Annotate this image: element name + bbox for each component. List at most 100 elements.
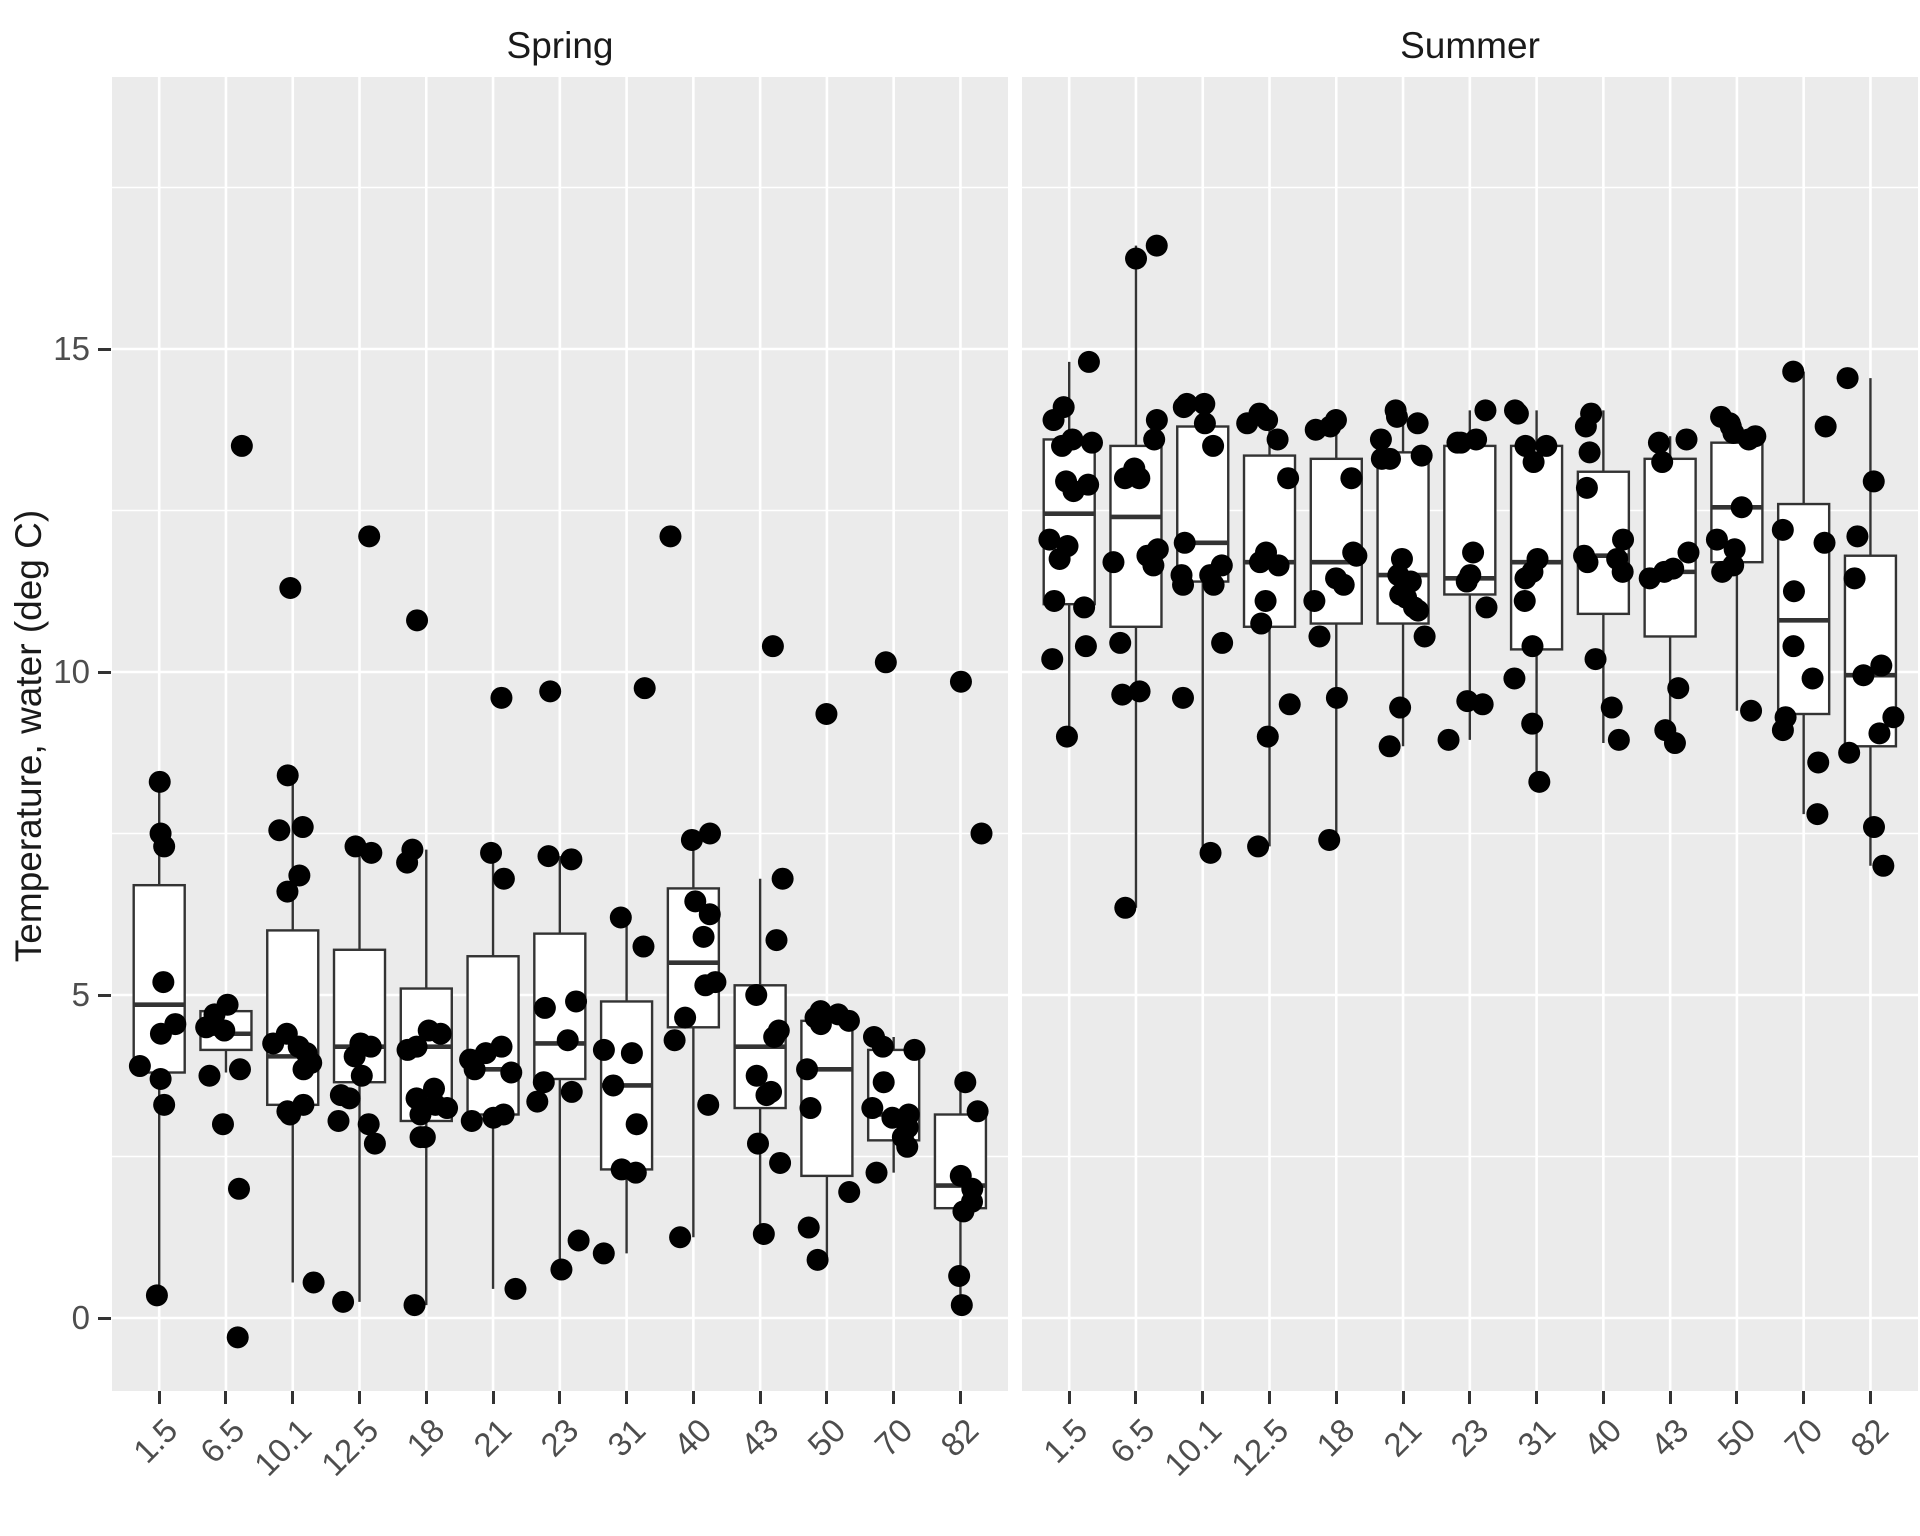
jitter-point (1503, 667, 1526, 690)
jitter-point (1801, 667, 1824, 690)
y-tick-mark (98, 1316, 111, 1320)
jitter-point (954, 1071, 977, 1094)
x-tick-mark (1668, 1391, 1672, 1404)
x-tick-mark (491, 1391, 495, 1404)
jitter-point (1303, 589, 1326, 612)
jitter-point (592, 1038, 615, 1061)
x-tick-mark (1067, 1391, 1071, 1404)
y-tick-label-5: 5 (71, 976, 90, 1013)
jitter-point (1513, 589, 1536, 612)
jitter-point (327, 1109, 350, 1132)
jitter-point (539, 680, 562, 703)
jitter-point (1073, 596, 1096, 619)
jitter-point (1705, 528, 1728, 551)
jitter-point (1575, 476, 1598, 499)
jitter-point (490, 686, 513, 709)
jitter-point (806, 1248, 829, 1271)
jitter-point (1413, 625, 1436, 648)
jitter-point (799, 1097, 822, 1120)
jitter-point (1576, 551, 1599, 574)
y-tick-mark (98, 993, 111, 997)
x-tick-mark (1334, 1391, 1338, 1404)
jitter-point (1462, 541, 1485, 564)
jitter-point (288, 864, 311, 887)
x-tick-mark (1601, 1391, 1605, 1404)
jitter-point (1125, 247, 1148, 270)
jitter-point (752, 1223, 775, 1246)
jitter-point (771, 867, 794, 890)
jitter-point (1325, 686, 1348, 709)
jitter-point (1737, 428, 1760, 451)
jitter-point (1862, 470, 1885, 493)
jitter-point (874, 651, 897, 674)
jitter-point (292, 1058, 315, 1081)
facet-strip-label: Spring (506, 25, 614, 66)
jitter-point (363, 1132, 386, 1155)
jitter-point (460, 1109, 483, 1132)
boxplot-spring-21 (466, 852, 520, 1289)
jitter-point (797, 1216, 820, 1239)
x-tick-mark (558, 1391, 562, 1404)
y-tick-label-0: 0 (71, 1299, 90, 1336)
jitter-point (1042, 409, 1065, 432)
jitter-point (1236, 412, 1259, 435)
jitter-point (1663, 732, 1686, 755)
jitter-point (896, 1135, 919, 1158)
jitter-point (950, 1294, 973, 1317)
jitter-point (1043, 589, 1066, 612)
jitter-point (1406, 412, 1429, 435)
jitter-point (1048, 547, 1071, 570)
jitter-point (1193, 392, 1216, 415)
jitter-point (1077, 350, 1100, 373)
facet-strip-spring: Spring (112, 15, 1008, 77)
jitter-point (745, 984, 768, 1006)
jitter-point (350, 1064, 373, 1087)
jitter-point (871, 1035, 894, 1058)
jitter-point (1199, 841, 1222, 864)
jitter-point (213, 1019, 236, 1042)
jitter-point (1667, 677, 1690, 700)
jitter-point (1723, 538, 1746, 561)
jitter-point (550, 1258, 573, 1281)
jitter-point (1711, 560, 1734, 583)
jitter-point (403, 1294, 426, 1317)
jitter-point (609, 906, 632, 929)
jitter-point (359, 1035, 382, 1058)
x-tick-mark (825, 1391, 829, 1404)
jitter-point (396, 851, 419, 874)
jitter-point (1340, 467, 1363, 490)
box-iqr (1042, 438, 1096, 606)
jitter-point (765, 929, 788, 952)
jitter-point (1611, 560, 1634, 583)
jitter-point (1771, 719, 1794, 742)
jitter-point (230, 434, 253, 457)
jitter-point (1038, 528, 1061, 551)
jitter-point (625, 1113, 648, 1136)
jitter-point (1584, 648, 1607, 671)
jitter-point (423, 1077, 446, 1100)
jitter-point (409, 1103, 432, 1126)
jitter-point (1055, 725, 1078, 748)
jitter-point (1113, 467, 1136, 490)
x-tick-mark (1535, 1391, 1539, 1404)
jitter-point (1267, 554, 1290, 577)
jitter-point (769, 1151, 792, 1174)
jitter-point (1446, 431, 1469, 454)
jitter-point (602, 1074, 625, 1097)
y-tick-label-15: 15 (53, 330, 90, 367)
jitter-point (291, 816, 314, 839)
jitter-point (1607, 728, 1630, 751)
jitter-point (1172, 573, 1195, 596)
jitter-point (1862, 816, 1885, 839)
x-tick-mark (1868, 1391, 1872, 1404)
jitter-point (1771, 518, 1794, 541)
jitter-point (406, 609, 429, 632)
jitter-point (145, 1284, 168, 1307)
x-tick-mark (1134, 1391, 1138, 1404)
jitter-point (669, 1226, 692, 1249)
x-tick-mark (1201, 1391, 1205, 1404)
jitter-point (1109, 631, 1132, 654)
x-tick-mark (1735, 1391, 1739, 1404)
box-iqr (1509, 444, 1564, 651)
jitter-point (1437, 728, 1460, 751)
